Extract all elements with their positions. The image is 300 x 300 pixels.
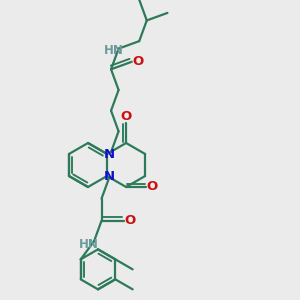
Text: O: O [146, 181, 158, 194]
Text: N: N [103, 169, 115, 182]
Text: O: O [121, 110, 132, 124]
Text: HN: HN [79, 238, 99, 251]
Text: N: N [103, 148, 115, 160]
Text: O: O [132, 55, 143, 68]
Text: HN: HN [103, 44, 124, 57]
Text: O: O [124, 214, 135, 227]
